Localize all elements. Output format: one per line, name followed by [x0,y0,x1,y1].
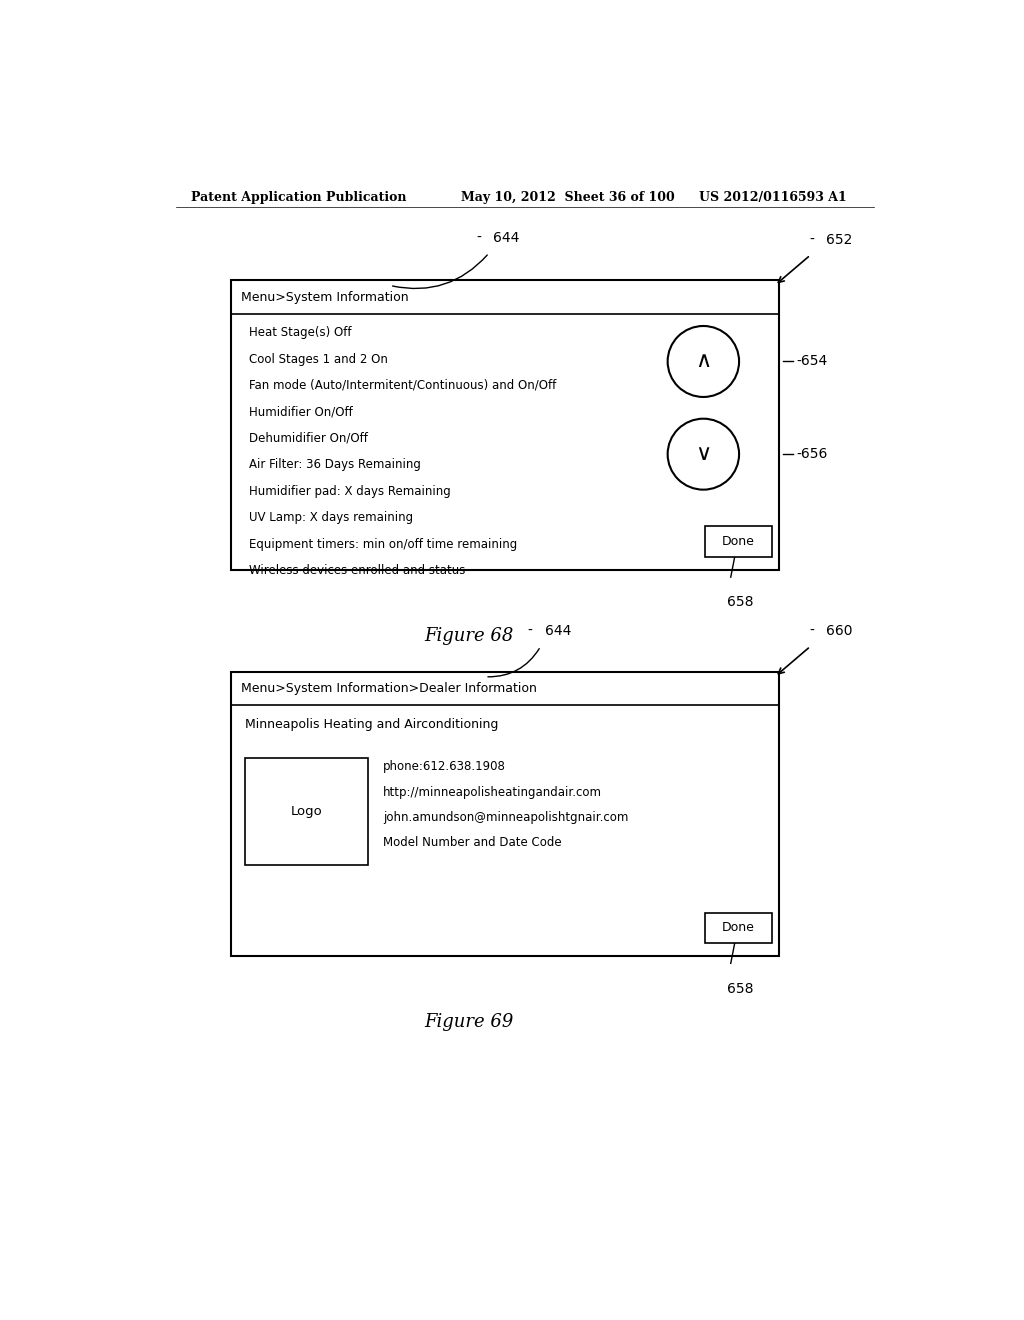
Text: Model Number and Date Code: Model Number and Date Code [383,837,561,849]
Text: Air Filter: 36 Days Remaining: Air Filter: 36 Days Remaining [249,458,421,471]
Text: phone:612.638.1908: phone:612.638.1908 [383,760,506,774]
Text: Fan mode (Auto/Intermitent/Continuous) and On/Off: Fan mode (Auto/Intermitent/Continuous) a… [249,379,556,392]
Text: Wireless devices enrolled and status: Wireless devices enrolled and status [249,564,465,577]
Text: -: - [810,232,814,247]
Text: Figure 69: Figure 69 [425,1014,514,1031]
Text: ∨: ∨ [695,444,712,465]
Text: US 2012/0116593 A1: US 2012/0116593 A1 [699,190,847,203]
Text: Patent Application Publication: Patent Application Publication [191,190,407,203]
Text: -: - [527,624,532,638]
Text: Done: Done [722,921,755,935]
Text: -: - [810,624,814,638]
Bar [246,758,369,865]
Text: Heat Stage(s) Off: Heat Stage(s) Off [249,326,351,339]
Text: Done: Done [722,535,755,548]
Text: Equipment timers: min on/off time remaining: Equipment timers: min on/off time remain… [249,537,517,550]
Text: 658: 658 [727,595,754,610]
Text: Cool Stages 1 and 2 On: Cool Stages 1 and 2 On [249,352,387,366]
Text: 652: 652 [826,232,853,247]
Text: May 10, 2012  Sheet 36 of 100: May 10, 2012 Sheet 36 of 100 [461,190,675,203]
Text: 658: 658 [727,982,754,995]
Text: -656: -656 [797,447,827,461]
Text: Figure 68: Figure 68 [425,627,514,645]
Bar [231,280,778,570]
Bar [705,527,772,557]
Text: Logo: Logo [291,805,323,818]
Text: -654: -654 [797,355,827,368]
Text: http://minneapolisheatingandair.com: http://minneapolisheatingandair.com [383,785,602,799]
Text: -: - [476,231,481,244]
Text: Menu>System Information: Menu>System Information [241,290,409,304]
Text: john.amundson@minneapolishtgnair.com: john.amundson@minneapolishtgnair.com [383,810,628,824]
Text: 644: 644 [494,231,519,244]
Text: Menu>System Information>Dealer Information: Menu>System Information>Dealer Informati… [241,682,537,694]
Text: ∧: ∧ [695,351,712,371]
Text: Minneapolis Heating and Airconditioning: Minneapolis Heating and Airconditioning [246,718,499,731]
Text: Humidifier On/Off: Humidifier On/Off [249,405,352,418]
Text: 660: 660 [826,624,853,638]
Text: UV Lamp: X days remaining: UV Lamp: X days remaining [249,511,413,524]
Text: 644: 644 [545,624,571,638]
Bar [705,912,772,942]
Bar [231,672,778,956]
Text: Humidifier pad: X days Remaining: Humidifier pad: X days Remaining [249,484,451,498]
Text: Dehumidifier On/Off: Dehumidifier On/Off [249,432,368,445]
